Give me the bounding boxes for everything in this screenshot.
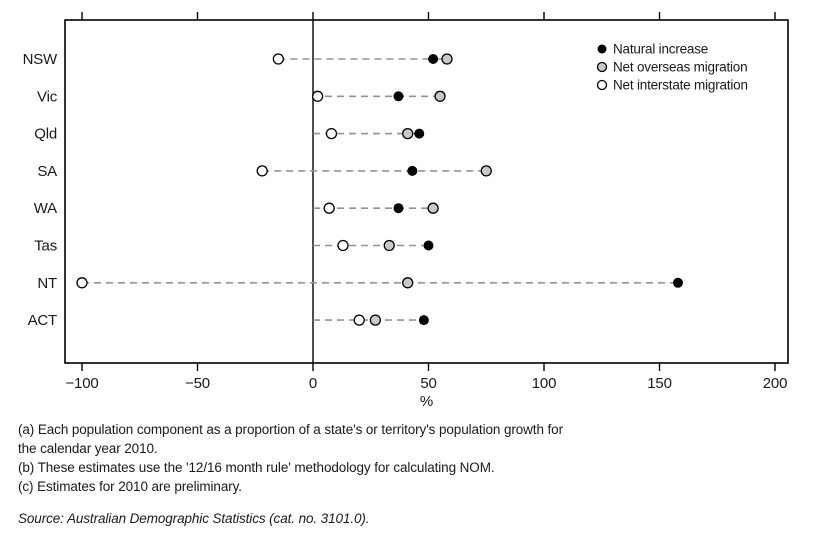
- footnote-a-line-2: the calendar year 2010.: [18, 441, 158, 456]
- category-label-wa: WA: [34, 200, 57, 217]
- marker-natural-increase-nsw: [428, 54, 439, 64]
- footnote-c: (c) Estimates for 2010 are preliminary.: [18, 479, 242, 494]
- marker-net-interstate-migration-act: [353, 314, 365, 326]
- marker-net-overseas-migration-wa: [427, 202, 439, 214]
- x-tick-label: −50: [185, 375, 210, 392]
- legend-label-net-overseas-migration: Net overseas migration: [613, 60, 747, 75]
- x-tick-label: 0: [309, 375, 317, 392]
- footnote-b: (b) These estimates use the '12/16 month…: [18, 460, 495, 475]
- marker-net-interstate-migration-qld: [325, 127, 338, 140]
- marker-natural-increase-tas: [423, 240, 434, 251]
- marker-net-overseas-migration-nt: [402, 277, 414, 289]
- x-tick-label: 150: [647, 375, 671, 392]
- marker-net-overseas-migration-tas: [383, 239, 395, 252]
- legend-label-net-interstate-migration: Net interstate migration: [613, 78, 748, 93]
- marker-net-overseas-migration-act: [369, 314, 382, 326]
- marker-net-overseas-migration-sa: [480, 165, 492, 177]
- legend-label-natural-increase: Natural increase: [613, 42, 708, 57]
- category-label-nt: NT: [37, 275, 57, 292]
- marker-net-interstate-migration-nsw: [272, 53, 285, 65]
- category-label-sa: SA: [37, 163, 57, 180]
- marker-natural-increase-act: [418, 315, 429, 326]
- source-note: Source: Australian Demographic Statistic…: [18, 511, 370, 526]
- category-label-nsw: NSW: [23, 51, 58, 68]
- x-tick-label: 200: [763, 375, 787, 392]
- marker-natural-increase-vic: [393, 91, 404, 102]
- legend-marker-filled-black-icon: [597, 44, 607, 54]
- marker-natural-increase-qld: [414, 128, 425, 139]
- x-tick-label: −100: [66, 375, 99, 392]
- plot-frame: [64, 19, 789, 364]
- marker-natural-increase-nt: [672, 277, 683, 288]
- dot-plot-chart: −100 −50 0 50 100 150 200% NSW Vic Qld SA WA Tas NT AC…: [23, 12, 789, 410]
- marker-net-interstate-migration-wa: [323, 202, 335, 214]
- legend-marker-open-icon: [596, 79, 608, 91]
- marker-net-interstate-migration-sa: [256, 165, 268, 177]
- marker-net-overseas-migration-vic: [434, 90, 446, 102]
- footnotes: (a) Each population component as a propo…: [18, 420, 618, 528]
- marker-net-overseas-migration-qld: [402, 127, 414, 140]
- category-label-act: ACT: [28, 312, 57, 329]
- x-tick-label: 100: [532, 375, 556, 392]
- marker-net-interstate-migration-tas: [337, 239, 349, 252]
- x-axis-label: %: [420, 393, 433, 410]
- category-label-qld: Qld: [34, 126, 57, 143]
- marker-net-interstate-migration-nt: [76, 277, 88, 289]
- x-tick-label: 50: [420, 375, 436, 392]
- marker-natural-increase-sa: [407, 165, 418, 176]
- marker-net-overseas-migration-nsw: [441, 53, 453, 65]
- category-label-tas: Tas: [34, 238, 57, 255]
- legend-marker-filled-gray-icon: [596, 61, 608, 73]
- category-label-vic: Vic: [37, 88, 58, 105]
- marker-natural-increase-wa: [393, 203, 404, 214]
- footnote-a-line-1: (a) Each population component as a propo…: [18, 422, 563, 437]
- marker-net-interstate-migration-vic: [311, 90, 324, 102]
